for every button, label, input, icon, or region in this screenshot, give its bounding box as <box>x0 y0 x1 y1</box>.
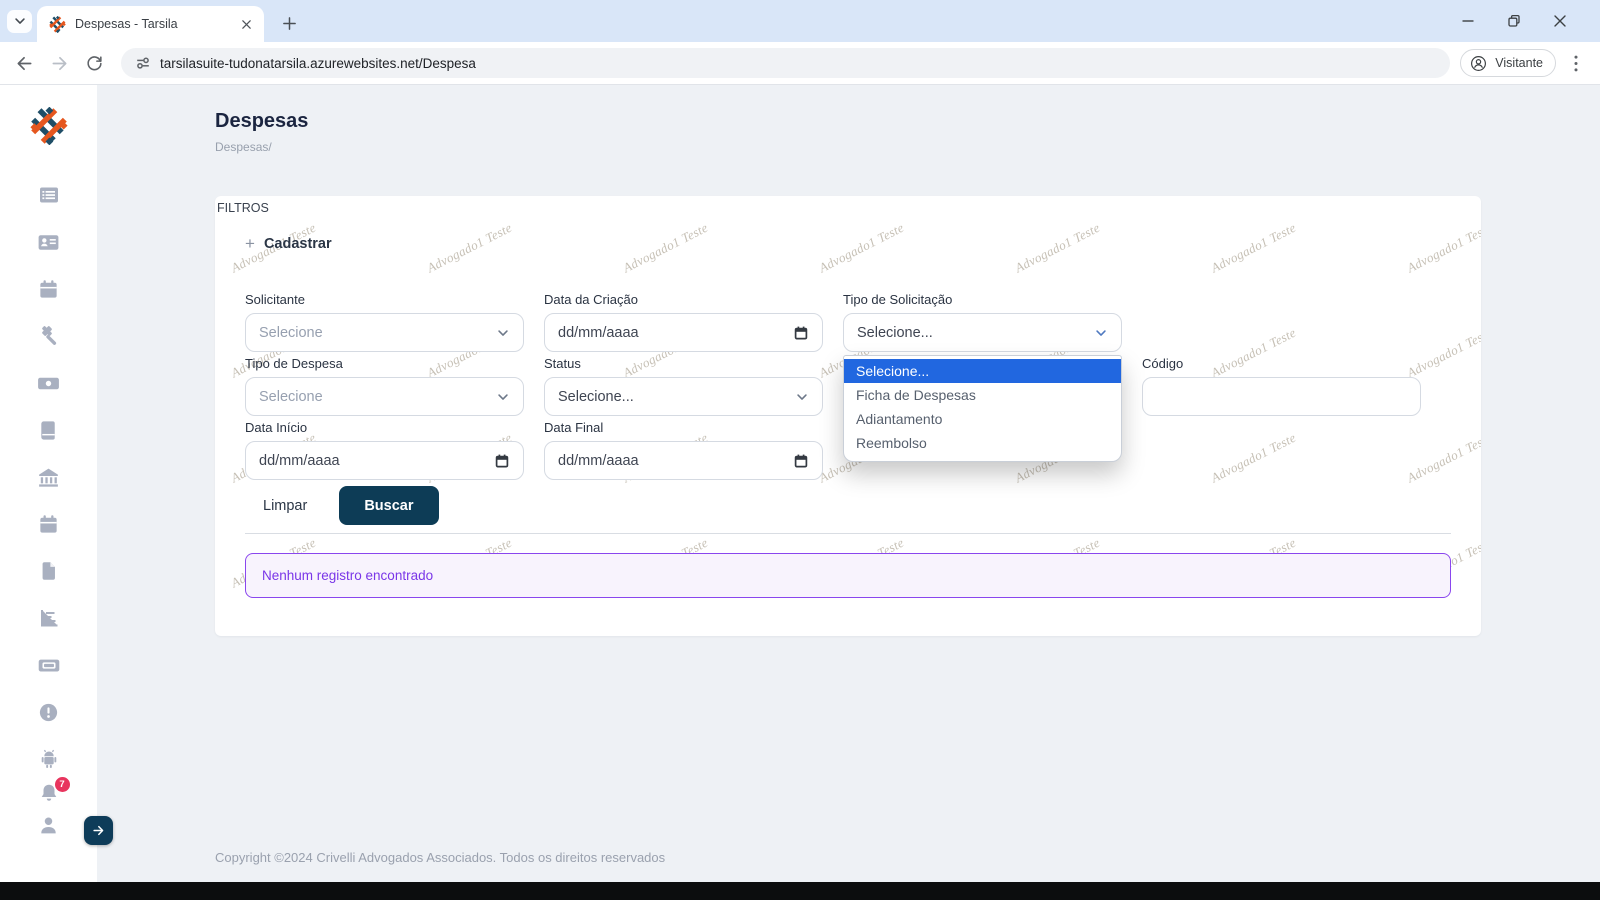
field-status: Status Selecione... <box>544 356 823 416</box>
forward-button[interactable] <box>45 49 73 77</box>
url-text[interactable]: tarsilasuite-tudonatarsila.azurewebsites… <box>160 55 476 71</box>
sidebar-item-gavel[interactable] <box>36 325 62 347</box>
minimize-button[interactable] <box>1460 13 1476 29</box>
divider <box>245 533 1451 534</box>
sidebar-item-notifications[interactable]: 7 <box>36 777 70 805</box>
tipo-despesa-label: Tipo de Despesa <box>245 356 343 371</box>
profile-icon <box>1469 54 1488 73</box>
url-bar[interactable]: tarsilasuite-tudonatarsila.azurewebsites… <box>121 48 1451 78</box>
sidebar-item-banknote[interactable] <box>36 372 62 394</box>
window-bottom-edge <box>0 882 1600 900</box>
no-records-alert: Nenhum registro encontrado <box>245 553 1451 598</box>
field-tipo-despesa: Tipo de Despesa Selecione <box>245 356 524 416</box>
sidebar-item-document[interactable] <box>36 560 62 582</box>
sidebar-expand-button[interactable] <box>84 816 113 845</box>
field-tipo-solicitacao: Tipo de Solicitação Selecione... Selecio… <box>843 292 1122 462</box>
filters-form: Solicitante Selecione Data da Criação dd… <box>245 292 1451 480</box>
sidebar-item-profile[interactable] <box>36 814 62 836</box>
sidebar: 7 <box>0 85 97 882</box>
sidebar-item-android[interactable] <box>36 748 62 770</box>
tipo-solicitacao-dropdown: Selecione... Ficha de Despesas Adiantame… <box>843 355 1122 462</box>
dropdown-option[interactable]: Adiantamento <box>856 411 943 427</box>
sidebar-item-alert[interactable] <box>36 701 62 723</box>
data-final-label: Data Final <box>544 420 604 435</box>
browser-tab[interactable]: Despesas - Tarsila <box>37 6 264 42</box>
calendar-date-icon[interactable] <box>793 325 809 341</box>
tune-icon[interactable] <box>135 55 151 71</box>
sidebar-item-contacts[interactable] <box>36 231 62 253</box>
calendar-date-icon[interactable] <box>494 453 510 469</box>
sidebar-item-bar-chart[interactable] <box>36 607 62 629</box>
reload-button[interactable] <box>80 49 108 77</box>
field-data-inicio: Data Início dd/mm/aaaa <box>245 420 524 480</box>
data-inicio-input[interactable]: dd/mm/aaaa <box>245 441 524 480</box>
tab-close-icon[interactable] <box>237 15 255 33</box>
chevron-down-icon <box>496 390 510 404</box>
filters-legend: FILTROS <box>217 201 269 215</box>
data-final-input[interactable]: dd/mm/aaaa <box>544 441 823 480</box>
window-controls <box>1460 13 1600 29</box>
codigo-input[interactable] <box>1142 377 1421 416</box>
field-solicitante: Solicitante Selecione <box>245 292 524 352</box>
dropdown-option[interactable]: Reembolso <box>856 435 927 451</box>
dropdown-option[interactable]: Ficha de Despesas <box>856 387 976 403</box>
field-data-final: Data Final dd/mm/aaaa <box>544 420 823 480</box>
sidebar-item-bank[interactable] <box>36 466 62 488</box>
tab-title: Despesas - Tarsila <box>75 17 178 31</box>
profile-button[interactable]: Visitante <box>1460 49 1556 77</box>
sidebar-item-calendar[interactable] <box>36 278 62 300</box>
sidebar-item-calendar-2[interactable] <box>36 513 62 535</box>
chevron-down-icon <box>496 326 510 340</box>
solicitante-select[interactable]: Selecione <box>245 313 524 352</box>
field-data-criacao: Data da Criação dd/mm/aaaa <box>544 292 823 352</box>
sidebar-item-book[interactable] <box>36 419 62 441</box>
status-label: Status <box>544 356 581 371</box>
close-button[interactable] <box>1552 13 1568 29</box>
data-inicio-label: Data Início <box>245 420 308 435</box>
field-codigo: Código <box>1142 356 1421 416</box>
breadcrumb: Despesas/ <box>215 140 272 154</box>
site-favicon-icon <box>49 16 66 33</box>
chevron-down-icon <box>1094 326 1108 340</box>
status-select[interactable]: Selecione... <box>544 377 823 416</box>
sidebar-item-list[interactable] <box>36 184 62 206</box>
filters-card: Advogado1 Teste Advogado1 Teste Advogado1 … <box>215 196 1481 636</box>
tipo-despesa-select[interactable]: Selecione <box>245 377 524 416</box>
notification-badge: 7 <box>54 777 70 792</box>
sidebar-item-ticket[interactable] <box>36 654 62 676</box>
chevron-down-icon <box>795 390 809 404</box>
calendar-date-icon[interactable] <box>793 453 809 469</box>
codigo-label: Código <box>1142 356 1184 371</box>
tipo-solicitacao-select[interactable]: Selecione... <box>843 313 1122 352</box>
profile-label: Visitante <box>1495 56 1543 70</box>
tipo-solicitacao-label: Tipo de Solicitação <box>843 292 953 307</box>
browser-toolbar: tarsilasuite-tudonatarsila.azurewebsites… <box>0 42 1600 85</box>
plus-icon: + <box>245 234 255 253</box>
data-criacao-input[interactable]: dd/mm/aaaa <box>544 313 823 352</box>
browser-menu-button[interactable] <box>1564 55 1588 72</box>
limpar-button[interactable]: Limpar <box>245 486 325 525</box>
tab-strip: Despesas - Tarsila <box>0 0 1600 42</box>
solicitante-label: Solicitante <box>245 292 305 307</box>
restore-button[interactable] <box>1506 13 1522 29</box>
data-criacao-label: Data da Criação <box>544 292 638 307</box>
app-viewport: 7 Despesas Despesas/ Advogado1 Teste Advo… <box>0 85 1600 882</box>
app-logo[interactable] <box>30 107 68 145</box>
tab-search-button[interactable] <box>7 9 32 33</box>
copyright-footer: Copyright ©2024 Crivelli Advogados Assoc… <box>215 850 666 865</box>
page-title: Despesas <box>215 110 309 132</box>
back-button[interactable] <box>10 49 38 77</box>
main-content: Despesas Despesas/ Advogado1 Teste Advoga… <box>97 85 1600 882</box>
buscar-button[interactable]: Buscar <box>339 486 439 525</box>
new-tab-button[interactable] <box>278 12 300 34</box>
cadastrar-button[interactable]: + Cadastrar <box>245 235 332 252</box>
dropdown-option[interactable]: Selecione... <box>844 359 1121 383</box>
cadastrar-label: Cadastrar <box>263 235 332 252</box>
